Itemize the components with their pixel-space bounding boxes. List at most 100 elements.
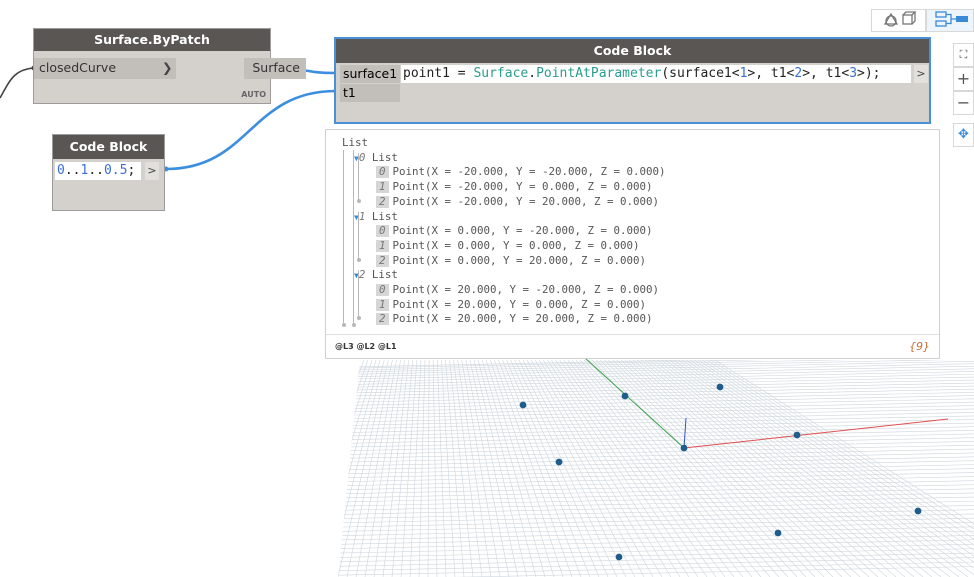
preview-item: 1 Point(X = -20.000, Y = 0.000, Z = 0.000… [376, 180, 653, 195]
geometry-point [519, 401, 527, 409]
preview-text: Point(X = -20.000, Y = 20.000, Z = 0.000… [392, 194, 660, 208]
graph-view-button[interactable] [926, 9, 974, 32]
geometry-point [774, 529, 782, 537]
code-token: >, t1< [802, 66, 850, 81]
item-count: {9} [909, 340, 930, 353]
expand-triangle-icon[interactable]: ▼ [354, 212, 359, 222]
tree-guide-end [341, 323, 346, 327]
expand-triangle-icon[interactable]: ▼ [354, 271, 359, 281]
node-title[interactable]: Code Block [336, 39, 929, 63]
geometry-point [793, 431, 801, 439]
wire-closed-curve[interactable] [0, 67, 34, 99]
tree-guide-end [356, 198, 361, 203]
preview-text: 1 [376, 181, 389, 194]
preview-item: 2 Point(X = 0.000, Y = 20.000, Z = 0.000) [376, 254, 646, 269]
code-token-number: 0.5 [103, 163, 128, 178]
code-block-node-main[interactable]: Code Block surface1 t1 point1 = Surface.… [334, 37, 931, 124]
preview-sublist: ▼0 List [354, 151, 398, 166]
geometry-point [621, 392, 629, 400]
preview-text: Point(X = -20.000, Y = -20.000, Z = 0.00… [392, 165, 666, 179]
preview-item: 0 Point(X = 0.000, Y = -20.000, Z = 0.000… [376, 224, 653, 239]
geometry-points [519, 383, 922, 561]
t1-input-port[interactable]: t1 [340, 84, 400, 102]
preview-item: 1 Point(X = 20.000, Y = 0.000, Z = 0.000) [376, 298, 646, 313]
preview-text: Point(X = -20.000, Y = 0.000, Z = 0.000) [392, 180, 653, 194]
closed-curve-input-port[interactable]: closedCurve [34, 58, 176, 79]
tree-guide-line [358, 211, 359, 260]
background-grid [338, 360, 974, 577]
preview-text: 1 [358, 209, 366, 223]
geometry-view-icon [883, 11, 917, 27]
surface-by-patch-node[interactable]: Surface.ByPatch closedCurve ❯ Surface AU… [33, 28, 306, 104]
code-token: ; [127, 163, 136, 178]
tree-guide-line [343, 150, 344, 325]
geometry-point [555, 458, 563, 466]
code-token-class: Surface [473, 66, 529, 81]
code-editor[interactable]: 0..1..0.5; [55, 162, 141, 180]
code-token: .. [88, 163, 104, 178]
graph-view-icon [935, 11, 968, 27]
preview-text: 1 [376, 298, 389, 311]
code-output-port[interactable]: > [145, 162, 159, 180]
preview-text: 0 [376, 284, 389, 296]
preview-text: Point(X = 0.000, Y = 0.000, Z = 0.000) [392, 238, 640, 252]
preview-item: 2 Point(X = 20.000, Y = 20.000, Z = 0.000… [376, 312, 653, 327]
preview-text: List [371, 209, 398, 223]
preview-text: List [371, 268, 398, 282]
zoom-fit-button[interactable]: ⛶ [953, 43, 974, 67]
wire-range[interactable] [165, 89, 337, 171]
tree-guide-end [356, 316, 361, 321]
code-block-node-range[interactable]: Code Block 0..1..0.5; > [52, 134, 165, 211]
tree-guide-line [358, 152, 359, 201]
zoom-in-icon: + [956, 69, 971, 88]
code-token-number: 1 [739, 66, 748, 81]
expand-triangle-icon[interactable]: ▼ [354, 153, 359, 163]
code-token: >); [857, 66, 881, 81]
preview-text: 1 [376, 239, 389, 252]
tree-guide-end [356, 257, 361, 262]
lacing-badge[interactable]: AUTO [241, 90, 266, 99]
preview-text: 2 [376, 313, 389, 326]
preview-footer: @L3 @L2 @L1 {9} [326, 334, 939, 359]
node-title[interactable]: Code Block [53, 135, 164, 159]
tree-guide-line [358, 270, 359, 319]
surface1-input-port[interactable]: surface1 [340, 65, 400, 83]
preview-text: 0 [376, 166, 389, 179]
preview-text: 2 [376, 195, 389, 208]
z-axis-line [683, 417, 687, 449]
preview-sublist: ▼2 List [354, 268, 398, 283]
preview-root-list: List [342, 136, 368, 151]
code-token-number: 1 [80, 163, 89, 178]
zoom-out-icon: − [956, 93, 971, 112]
code-token: .. [64, 163, 81, 178]
code-editor[interactable]: point1 = Surface.PointAtParameter(surfac… [401, 65, 911, 83]
x-axis-line [683, 418, 949, 449]
preview-text: List [342, 136, 369, 149]
preview-sublist: ▼1 List [354, 210, 398, 225]
preview-text: Point(X = 20.000, Y = 0.000, Z = 0.000) [392, 297, 647, 311]
zoom-in-button[interactable]: + [953, 67, 974, 91]
preview-text: Point(X = 0.000, Y = 20.000, Z = 0.000) [392, 253, 647, 267]
zoom-out-button[interactable]: − [953, 91, 974, 115]
code-token: . [528, 66, 537, 81]
preview-item: 2 Point(X = -20.000, Y = 20.000, Z = 0.00… [376, 195, 659, 210]
list-levels-label[interactable]: @L3 @L2 @L1 [335, 342, 397, 351]
geometry-point [716, 383, 724, 391]
code-token-number: 0 [57, 163, 65, 178]
geometry-view-button[interactable] [871, 9, 926, 32]
node-title[interactable]: Surface.ByPatch [34, 29, 270, 51]
preview-item: 1 Point(X = 0.000, Y = 0.000, Z = 0.000) [376, 239, 640, 254]
node-preview-bubble[interactable]: List ▼0 List 0 Point(X = -20.000, Y = -20.0… [325, 129, 940, 359]
code-token: >, t1< [747, 66, 795, 81]
code-output-port[interactable]: > [914, 65, 928, 83]
preview-item: 0 Point(X = 20.000, Y = -20.000, Z = 0.00… [376, 283, 659, 298]
geometry-point [680, 444, 688, 452]
surface-output-port[interactable]: Surface [244, 58, 306, 79]
y-axis-line [584, 357, 685, 449]
pan-button[interactable]: ✥ [953, 123, 974, 147]
tree-guide-line [353, 150, 354, 325]
preview-text: Point(X = 20.000, Y = 20.000, Z = 0.000) [392, 312, 653, 326]
zoom-fit-icon: ⛶ [959, 48, 968, 61]
